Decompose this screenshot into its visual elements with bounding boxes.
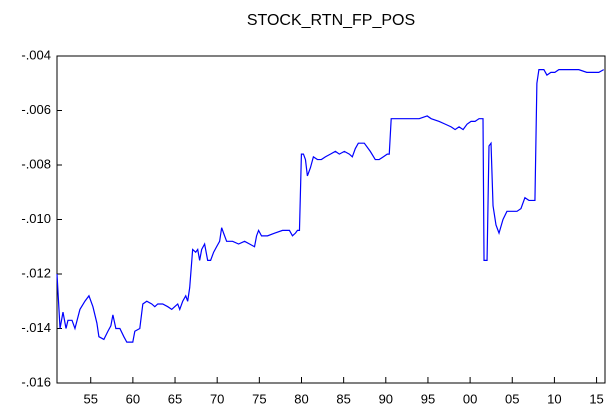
y-tick-label: -.004 xyxy=(21,47,51,62)
x-tick-label: 60 xyxy=(126,391,140,406)
y-tick-label: -.008 xyxy=(21,156,51,171)
x-tick-label: 90 xyxy=(379,391,393,406)
y-tick-label: -.006 xyxy=(21,102,51,117)
x-tick-label: 95 xyxy=(421,391,435,406)
x-tick-label: 15 xyxy=(589,391,603,406)
x-tick-label: 05 xyxy=(505,391,519,406)
x-tick-label: 10 xyxy=(547,391,561,406)
y-tick-label: -.010 xyxy=(21,211,51,226)
x-tick-label: 85 xyxy=(336,391,350,406)
y-tick-label: -.014 xyxy=(21,320,51,335)
x-tick-label: 80 xyxy=(294,391,308,406)
y-tick-label: -.012 xyxy=(21,265,51,280)
y-tick-label: -.016 xyxy=(21,374,51,389)
x-tick-label: 70 xyxy=(210,391,224,406)
data-line xyxy=(56,69,605,343)
chart-title: STOCK_RTN_FP_POS xyxy=(247,12,415,29)
x-tick-label: 55 xyxy=(83,391,97,406)
x-tick-label: 65 xyxy=(168,391,182,406)
plot-frame xyxy=(56,55,606,384)
x-tick-label: 75 xyxy=(252,391,266,406)
x-tick-label: 00 xyxy=(463,391,477,406)
